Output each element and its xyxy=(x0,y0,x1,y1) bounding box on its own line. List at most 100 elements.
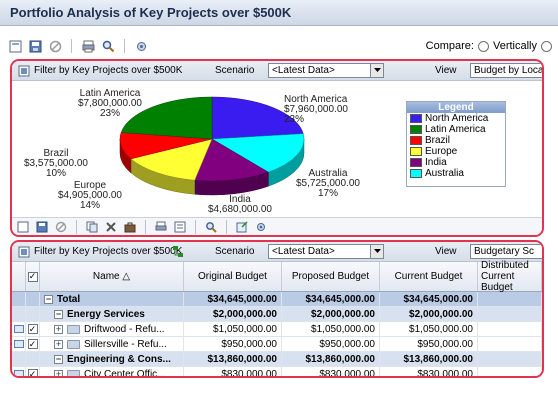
pie-slice-europe[interactable] xyxy=(130,138,213,181)
legend-item: Australia xyxy=(407,168,505,179)
settings-icon[interactable] xyxy=(254,220,268,234)
cell-current: $34,645,000.00 xyxy=(380,292,478,306)
column-header-distributed-budget[interactable]: Distributed Current Budget xyxy=(478,260,542,293)
document-icon[interactable] xyxy=(14,325,24,333)
pie-slice-north-america[interactable] xyxy=(211,96,304,140)
legend-swatch xyxy=(410,169,422,178)
legend-swatch xyxy=(410,158,422,167)
cell-distributed xyxy=(478,367,542,376)
expand-icon[interactable]: + xyxy=(54,339,63,349)
toolbar-separator xyxy=(124,39,125,53)
compare-horizontal-radio[interactable] xyxy=(541,40,552,52)
settings-icon[interactable] xyxy=(134,39,148,53)
chevron-down-icon[interactable] xyxy=(370,64,383,77)
expand-icon[interactable]: + xyxy=(54,369,63,378)
delete-icon[interactable] xyxy=(104,220,118,234)
row-checkbox[interactable]: ✓ xyxy=(27,338,38,349)
new-icon[interactable] xyxy=(16,220,30,234)
cell-distributed xyxy=(478,337,542,351)
row-checkbox[interactable]: ✓ xyxy=(27,323,38,334)
export-icon[interactable] xyxy=(235,220,249,234)
legend-label: Latin America xyxy=(425,124,486,135)
row-name: City Center Offic... xyxy=(84,368,166,378)
cell-proposed: $13,860,000.00 xyxy=(282,352,380,366)
save-icon[interactable] xyxy=(35,220,49,234)
table-row[interactable]: − Energy Services $2,000,000.00 $2,000,00… xyxy=(12,307,542,322)
chart-toolbar xyxy=(12,217,542,235)
chart-legend: Legend North America Latin America Brazil E… xyxy=(406,101,506,187)
document-icon[interactable] xyxy=(14,370,24,376)
collapse-icon[interactable]: − xyxy=(54,309,63,319)
cell-current: $2,000,000.00 xyxy=(380,307,478,321)
cancel-icon[interactable] xyxy=(54,220,68,234)
save-icon[interactable] xyxy=(28,39,42,53)
column-header-name[interactable]: Name △ xyxy=(40,262,184,291)
cell-proposed: $2,000,000.00 xyxy=(282,307,380,321)
row-name: Driftwood - Refu... xyxy=(84,323,165,335)
legend-item: Brazil xyxy=(407,135,505,146)
table-row[interactable]: − Engineering & Cons... $13,860,000.00 $1… xyxy=(12,352,542,367)
briefcase-icon[interactable] xyxy=(123,220,137,234)
chart-filter-bar: Filter by Key Projects over $500K Scenar… xyxy=(12,61,542,81)
search-icon[interactable] xyxy=(204,220,218,234)
row-checkbox[interactable]: ✓ xyxy=(27,368,38,378)
print-icon[interactable] xyxy=(154,220,168,234)
new-icon[interactable] xyxy=(8,39,22,53)
cell-original: $950,000.00 xyxy=(184,337,282,351)
collapse-icon[interactable]: − xyxy=(54,354,63,364)
hierarchy-icon[interactable] xyxy=(172,245,184,261)
row-name: Energy Services xyxy=(67,308,145,320)
legend-item: Latin America xyxy=(407,124,505,135)
grid-header: ✓ Name △ Original Budget Proposed Budget… xyxy=(12,260,542,293)
folder-icon xyxy=(67,324,80,334)
select-all-checkbox[interactable]: ✓ xyxy=(27,271,38,282)
grid-filter-bar: Filter by Key Projects over $500K Scenar… xyxy=(12,242,542,262)
preview-icon[interactable] xyxy=(173,220,187,234)
column-header-proposed-budget[interactable]: Proposed Budget xyxy=(282,262,380,291)
legend-title: Legend xyxy=(407,102,505,113)
legend-item: India xyxy=(407,157,505,168)
cell-current: $1,050,000.00 xyxy=(380,322,478,336)
cancel-icon[interactable] xyxy=(48,39,62,53)
chevron-down-icon[interactable] xyxy=(370,245,383,258)
table-row[interactable]: ✓ + Sillersville - Refu... $950,000.00 $9… xyxy=(12,337,542,352)
copy-icon[interactable] xyxy=(85,220,99,234)
pie-slice-latin-america[interactable] xyxy=(120,96,213,140)
grid-filter-label[interactable]: Filter by Key Projects over $500K xyxy=(34,246,183,257)
table-row[interactable]: ✓ + City Center Offic... $830,000.00 $830… xyxy=(12,367,542,378)
chart-scenario-value: <Latest Data> xyxy=(272,65,335,76)
legend-item: Europe xyxy=(407,146,505,157)
compare-label: Compare: xyxy=(425,40,474,52)
filter-icon[interactable] xyxy=(18,65,30,80)
table-row[interactable]: − Total $34,645,000.00 $34,645,000.00 $34… xyxy=(12,292,542,307)
column-header-current-budget[interactable]: Current Budget xyxy=(380,262,478,291)
chart-scenario-select[interactable]: <Latest Data> xyxy=(268,63,384,78)
compare-vertical-radio[interactable] xyxy=(477,40,489,52)
folder-icon xyxy=(67,339,80,349)
window-titlebar: Portfolio Analysis of Key Projects over … xyxy=(0,0,558,26)
print-icon[interactable] xyxy=(81,39,95,53)
column-header-original-budget[interactable]: Original Budget xyxy=(184,262,282,291)
grid-view-select[interactable]: Budgetary Sc xyxy=(470,244,542,259)
table-row[interactable]: ✓ + Driftwood - Refu... $1,050,000.00 $1,… xyxy=(12,322,542,337)
slice-label-latin-america: Latin America $7,800,000.00 23% xyxy=(78,88,142,119)
cell-distributed xyxy=(478,307,542,321)
search-icon[interactable] xyxy=(101,39,115,53)
toolbar-separator xyxy=(71,39,72,53)
legend-item: North America xyxy=(407,113,505,124)
compare-control: Compare: Vertically xyxy=(426,36,552,56)
chart-filter-label[interactable]: Filter by Key Projects over $500K xyxy=(34,65,183,76)
cell-current: $950,000.00 xyxy=(380,337,478,351)
cell-current: $830,000.00 xyxy=(380,367,478,376)
document-icon[interactable] xyxy=(14,340,24,348)
folder-icon xyxy=(67,369,80,376)
filter-icon[interactable] xyxy=(18,246,30,261)
legend-swatch xyxy=(410,147,422,156)
chart-view-select[interactable]: Budget by Loca xyxy=(470,63,542,78)
header-select-all[interactable]: ✓ xyxy=(26,262,40,291)
grid-scenario-select[interactable]: <Latest Data> xyxy=(268,244,384,259)
expand-icon[interactable]: + xyxy=(54,324,63,334)
pie-slice-india[interactable] xyxy=(194,138,269,182)
collapse-icon[interactable]: − xyxy=(44,294,53,304)
pie-slice-australia[interactable] xyxy=(211,133,305,173)
